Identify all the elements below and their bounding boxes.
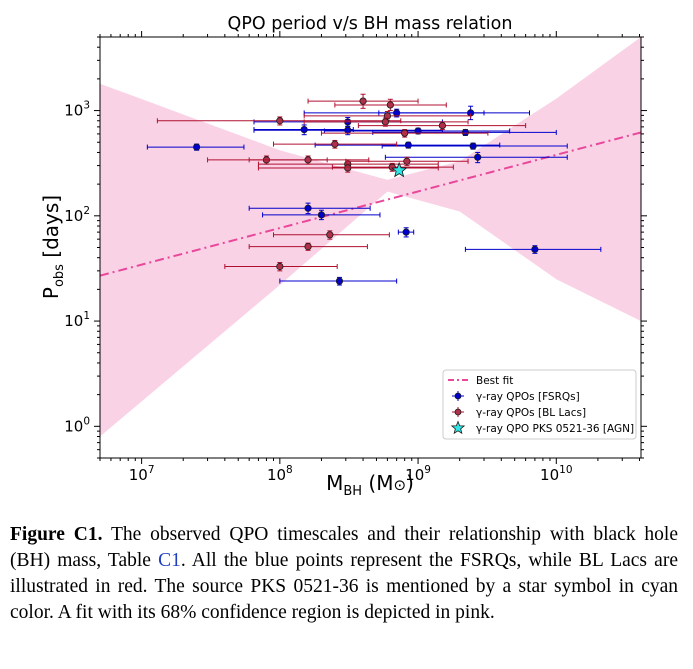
legend: Best fit γ-ray QPOs [FSRQs] γ-ray QPOs [BL… (442, 369, 637, 440)
y-tick-label: 100 (64, 415, 90, 435)
bllac-point (156, 116, 402, 126)
legend-box (442, 369, 637, 440)
x-tick-label: 109 (405, 464, 431, 484)
fsrq-point (378, 105, 531, 121)
legend-entry: γ-ray QPO PKS 0521-36 [AGN] (450, 420, 634, 435)
fsrq-point (248, 202, 371, 215)
caption-label: Figure C1. (10, 524, 103, 545)
y-tick-label: 102 (64, 205, 90, 225)
x-tick-label: 1010 (540, 464, 572, 484)
bllac-point (273, 230, 390, 240)
y-tick-label: 101 (64, 310, 90, 330)
fsrq-point (279, 276, 398, 286)
bllac-point (303, 110, 472, 121)
bllac-point (345, 156, 469, 167)
x-tick-label: 107 (129, 464, 155, 484)
bllac-point (248, 242, 368, 251)
legend-label: Best fit (476, 375, 513, 387)
x-axis-label: MBH (M⊙) (326, 471, 414, 499)
legend-label: γ-ray QPOs [FSRQs] (476, 391, 580, 403)
caption-text: The observed QPO timescales and their re… (10, 524, 678, 571)
bllac-point (273, 139, 398, 149)
best-fit-line (100, 131, 641, 277)
chart-title: QPO period v/s BH mass relation (228, 14, 513, 34)
x-tick-label: 108 (267, 464, 293, 484)
legend-marker-swatch (454, 408, 462, 416)
figure-caption: Figure C1. The observed QPO timescales a… (10, 522, 678, 626)
agn-star-point (390, 161, 408, 178)
caption-text-end: . All the blue points represent the FSRQ… (10, 550, 678, 623)
fsrq-point (384, 151, 568, 164)
legend-entry: Best fit (448, 375, 513, 387)
bllac-point (357, 121, 527, 131)
legend-entry: γ-ray QPOs [BL Lacs] (452, 407, 586, 419)
y-axis-ticks: 100 101 102 103 (64, 36, 647, 459)
bllac-point (320, 129, 489, 138)
bllac-point (307, 93, 419, 109)
confidence-region (100, 37, 641, 437)
legend-label: γ-ray QPO PKS 0521-36 [AGN] (476, 423, 634, 435)
bllac-point (334, 98, 447, 112)
fsrq-point (397, 227, 415, 238)
y-tick-label: 103 (64, 100, 90, 120)
fsrq-point (464, 245, 602, 254)
fsrq-point (314, 141, 501, 149)
legend-label: γ-ray QPOs [BL Lacs] (476, 407, 586, 419)
scatter-chart: QPO period v/s BH mass relation 107 108 10… (39, 14, 647, 499)
fsrq-point (262, 209, 381, 221)
legend-entry: γ-ray QPOs [FSRQs] (452, 391, 580, 403)
y-axis-label: Pobs [days] (39, 195, 67, 299)
bllac-point (224, 262, 338, 272)
table-reference-link[interactable]: C1 (158, 550, 181, 571)
plot-area (100, 37, 641, 437)
fsrq-point (146, 143, 245, 151)
legend-marker-swatch (454, 392, 462, 400)
bllac-point (257, 163, 439, 173)
legend-star-swatch (450, 420, 466, 435)
x-axis-ticks: 107 108 109 1010 (99, 31, 641, 484)
fsrq-point (381, 142, 568, 150)
